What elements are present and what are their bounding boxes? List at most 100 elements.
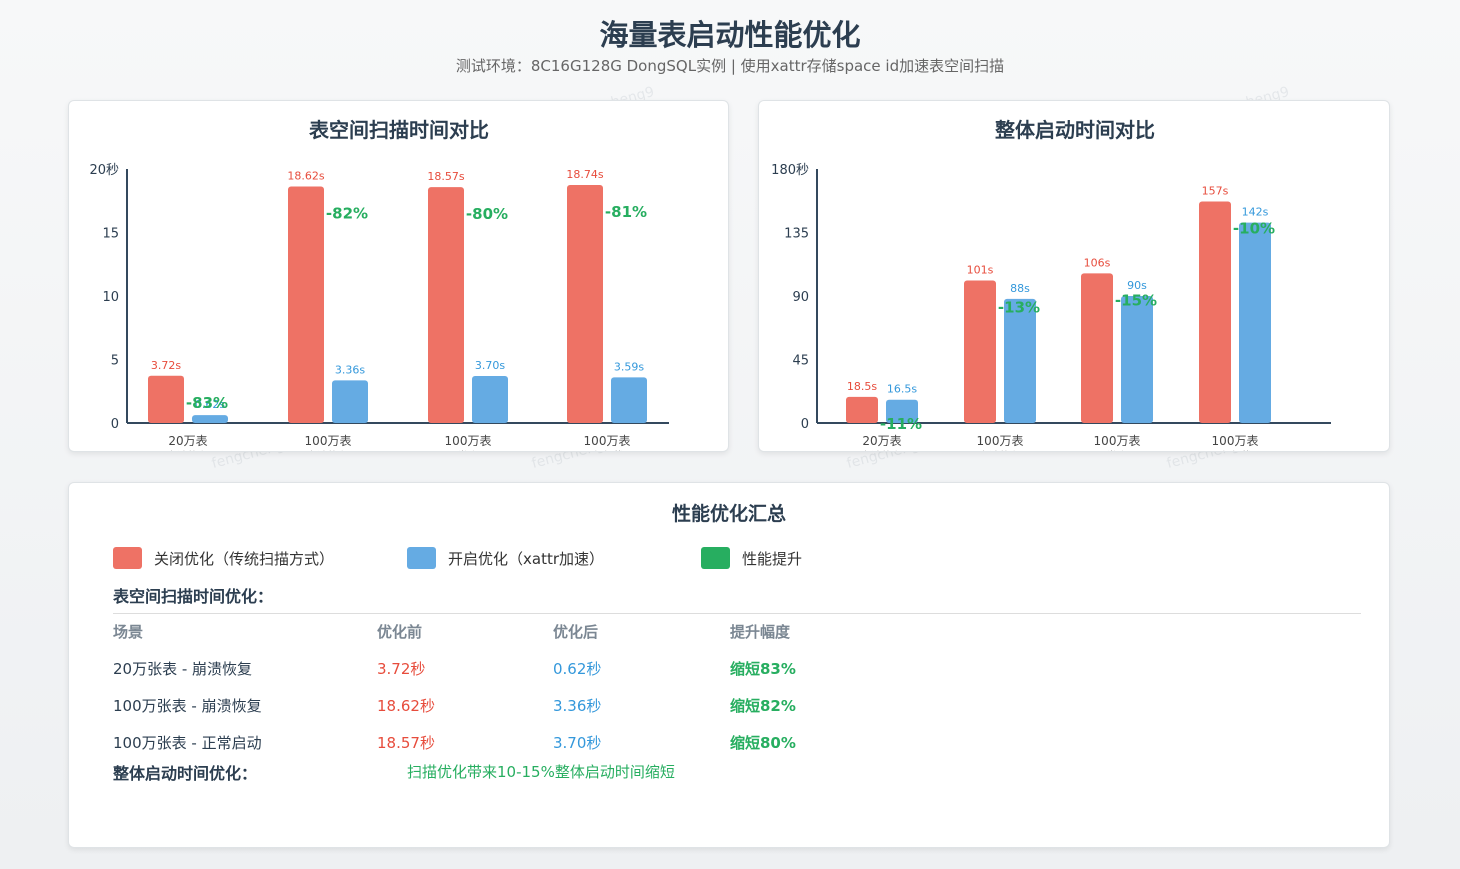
bar-on (192, 415, 228, 423)
legend-swatch-gain (701, 547, 730, 569)
table-row: 20万张表 - 崩溃恢复 3.72秒 0.62秒 缩短83% (113, 658, 913, 680)
bar-on (1121, 296, 1153, 423)
x-tick-sublabel: 高负载 (591, 449, 624, 452)
x-tick-label: 100万表 (977, 434, 1024, 448)
cell-after: 0.62秒 (553, 660, 602, 678)
x-tick-label: 100万表 (445, 434, 492, 448)
bar-off (1199, 201, 1231, 423)
bar-value-label: 106s (1084, 256, 1111, 269)
summary-title: 性能优化汇总 (671, 503, 786, 525)
startup-time-chart-card: 整体启动时间对比启动时间(秒)04590135180秒20万表崩溃恢复18.5s… (758, 100, 1390, 452)
legend-label-on: 开启优化（xattr加速） (448, 549, 604, 568)
bar-on (611, 377, 647, 423)
table-divider (113, 613, 1361, 614)
legend-label-gain: 性能提升 (742, 549, 803, 568)
table-row: 100万张表 - 正常启动 18.57秒 3.70秒 缩短80% (113, 732, 913, 754)
x-tick-sublabel: 正常启动 (446, 450, 490, 452)
bar-on (332, 380, 368, 423)
bar-value-label: 142s (1242, 206, 1269, 219)
bar-value-label: 3.72s (151, 359, 181, 372)
bar-value-label: 101s (967, 263, 994, 276)
table-header-row: 场景 优化前 优化后 提升幅度 (113, 621, 913, 643)
x-tick-label: 20万表 (168, 434, 207, 448)
bar-value-label: 18.57s (427, 170, 464, 183)
legend-swatch-on (407, 547, 436, 569)
cell-after: 3.70秒 (553, 734, 602, 752)
bar-off (1081, 273, 1113, 423)
y-tick-label: 5 (111, 354, 119, 369)
improvement-label: -81% (605, 203, 647, 221)
col-header-before: 优化前 (377, 623, 423, 641)
scan-optimization-heading: 表空间扫描时间优化： (113, 587, 274, 606)
cell-before: 3.72秒 (377, 660, 426, 678)
bar-on (1239, 222, 1271, 423)
page-title: 海量表启动性能优化 (599, 18, 861, 52)
x-tick-sublabel: 正常启动 (1095, 450, 1139, 452)
col-header-after: 优化后 (553, 623, 599, 641)
cell-improvement: 缩短82% (730, 697, 796, 715)
y-tick-label: 20秒 (89, 163, 119, 178)
bar-value-label: 18.5s (847, 380, 877, 393)
legend-label-off: 关闭优化（传统扫描方式） (154, 549, 335, 568)
legend-item-off: 关闭优化（传统扫描方式） (113, 547, 334, 569)
cell-before: 18.57秒 (377, 734, 435, 752)
chart-title: 表空间扫描时间对比 (309, 118, 489, 142)
bar-on (472, 376, 508, 423)
bar-value-label: 3.59s (614, 360, 644, 373)
col-header-scenario: 场景 (113, 623, 144, 641)
cell-improvement: 缩短83% (730, 660, 796, 678)
table-row: 100万张表 - 崩溃恢复 18.62秒 3.36秒 缩短82% (113, 695, 913, 717)
bar-value-label: 157s (1202, 184, 1229, 197)
cell-scenario: 100万张表 - 崩溃恢复 (113, 697, 262, 715)
x-tick-label: 100万表 (584, 434, 631, 448)
improvement-label: -10% (1233, 219, 1275, 237)
y-tick-label: 0 (801, 417, 809, 432)
y-tick-label: 90 (792, 290, 809, 305)
cell-scenario: 20万张表 - 崩溃恢复 (113, 660, 253, 678)
bar-on (1004, 298, 1036, 423)
cell-after: 3.36秒 (553, 697, 602, 715)
bar-value-label: 88s (1010, 282, 1030, 295)
x-tick-label: 100万表 (1094, 434, 1141, 448)
cell-before: 18.62秒 (377, 697, 435, 715)
x-tick-sublabel: 高负载 (1219, 449, 1252, 452)
bar-value-label: 18.62s (287, 170, 324, 183)
legend-swatch-off (113, 547, 142, 569)
bar-value-label: 16.5s (887, 383, 917, 396)
y-tick-label: 10 (102, 290, 119, 305)
bar-value-label: 3.36s (335, 363, 365, 376)
improvement-label: -13% (998, 298, 1040, 316)
x-tick-sublabel: 崩溃恢复 (306, 449, 350, 452)
improvement-label: -80% (466, 205, 508, 223)
x-tick-label: 20万表 (862, 434, 901, 448)
summary-card: 性能优化汇总 关闭优化（传统扫描方式） 开启优化（xattr加速） 性能提升 表… (68, 482, 1390, 848)
page-subtitle: 测试环境：8C16G128G DongSQL实例 | 使用xattr存储spac… (455, 57, 1005, 75)
improvement-label: -15% (1115, 291, 1157, 309)
startup-optimization-note: 扫描优化带来10-15%整体启动时间缩短 (407, 763, 675, 781)
x-tick-sublabel: 崩溃恢复 (860, 449, 904, 452)
chart-title: 整体启动时间对比 (994, 118, 1155, 142)
bar-value-label: 3.70s (475, 359, 505, 372)
cell-scenario: 100万张表 - 正常启动 (113, 734, 262, 752)
bar-value-label: 90s (1127, 279, 1147, 292)
scan-time-chart: 表空间扫描时间对比扫描时间(秒)05101520秒20万表崩溃恢复3.72s0.… (89, 118, 669, 452)
x-tick-label: 100万表 (305, 434, 352, 448)
improvement-label: -82% (326, 205, 368, 223)
col-header-improvement: 提升幅度 (730, 623, 791, 641)
x-tick-sublabel: 崩溃恢复 (166, 449, 210, 452)
legend-item-on: 开启优化（xattr加速） (407, 547, 604, 569)
x-tick-label: 100万表 (1212, 434, 1259, 448)
legend-item-gain: 性能提升 (701, 547, 802, 569)
bar-value-label: 0.62s (195, 398, 225, 411)
y-tick-label: 45 (792, 354, 809, 369)
bar-off (846, 396, 878, 423)
bar-value-label: 18.74s (566, 168, 603, 181)
bar-off (148, 375, 184, 423)
y-tick-label: 135 (784, 227, 809, 242)
y-tick-label: 180秒 (771, 163, 809, 178)
startup-time-chart: 整体启动时间对比启动时间(秒)04590135180秒20万表崩溃恢复18.5s… (771, 118, 1331, 452)
improvement-label: -83% (186, 394, 228, 412)
scan-time-chart-card: 表空间扫描时间对比扫描时间(秒)05101520秒20万表崩溃恢复3.72s0.… (68, 100, 729, 452)
bar-off (288, 186, 324, 423)
cell-improvement: 缩短80% (730, 734, 796, 752)
